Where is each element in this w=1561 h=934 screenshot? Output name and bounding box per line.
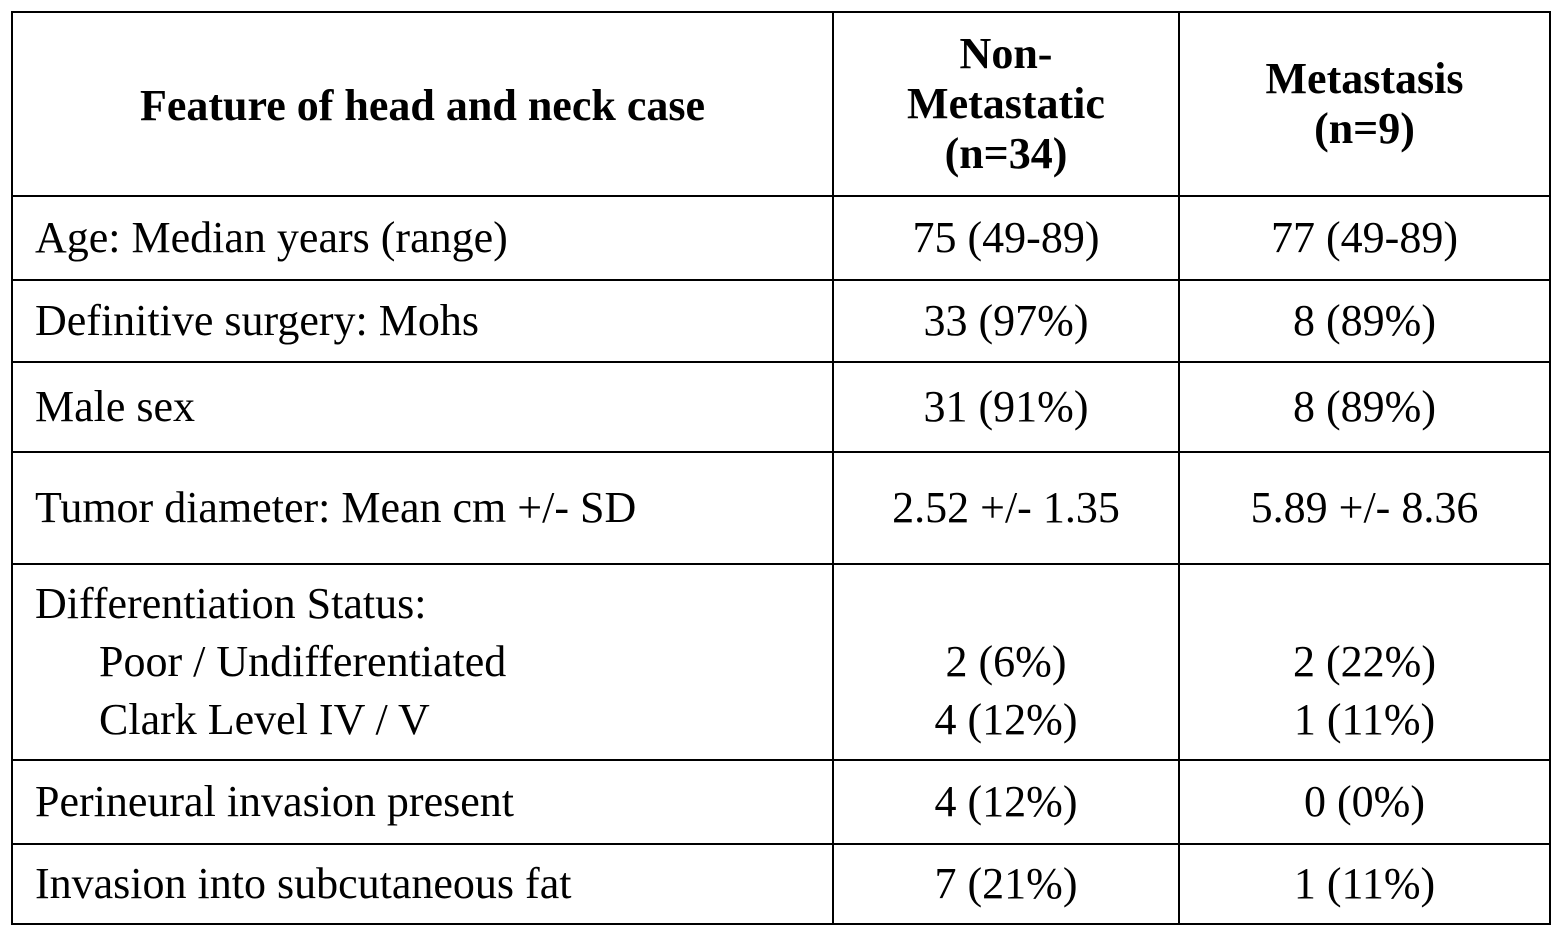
header-non-metastatic-line-1: Non- — [959, 29, 1053, 78]
sub-row-value: 4 (12%) — [934, 695, 1078, 744]
table-row: Age: Median years (range) 75 (49-89) 77 … — [11, 195, 1551, 281]
header-non-metastatic-line-3: (n=34) — [944, 129, 1068, 178]
table-row: Differentiation Status: Poor / Undiffere… — [11, 563, 1551, 761]
non-metastatic-value: 7 (21%) — [832, 843, 1180, 925]
metastasis-value: 8 (89%) — [1178, 279, 1551, 363]
table-row: Male sex 31 (91%) 8 (89%) — [11, 361, 1551, 453]
table-row: Definitive surgery: Mohs 33 (97%) 8 (89%… — [11, 279, 1551, 363]
sub-row-value: 2 (6%) — [945, 637, 1067, 686]
metastasis-value: 77 (49-89) — [1178, 195, 1551, 281]
non-metastatic-value: 2 (6%) 4 (12%) — [832, 563, 1180, 761]
sub-row-value: 1 (11%) — [1293, 695, 1436, 744]
row-label: Perineural invasion present — [11, 759, 834, 845]
metastasis-value: 2 (22%) 1 (11%) — [1178, 563, 1551, 761]
row-label: Differentiation Status: Poor / Undiffere… — [11, 563, 834, 761]
non-metastatic-value: 33 (97%) — [832, 279, 1180, 363]
table-row: Perineural invasion present 4 (12%) 0 (0… — [11, 759, 1551, 845]
row-label: Invasion into subcutaneous fat — [11, 843, 834, 925]
non-metastatic-value: 75 (49-89) — [832, 195, 1180, 281]
header-non-metastatic-line-2: Metastatic — [907, 79, 1105, 128]
non-metastatic-value: 2.52 +/- 1.35 — [832, 451, 1180, 565]
header-metastasis-line-1: Metastasis — [1265, 54, 1464, 103]
header-metastasis-line-2: (n=9) — [1314, 104, 1415, 153]
header-feature: Feature of head and neck case — [11, 11, 834, 197]
header-non-metastatic: Non- Metastatic (n=34) — [832, 11, 1180, 197]
metastasis-value: 1 (11%) — [1178, 843, 1551, 925]
sub-row-label: Poor / Undifferentiated — [99, 637, 507, 686]
comparison-table: Feature of head and neck case Non- Metas… — [11, 11, 1551, 925]
sub-row-label: Clark Level IV / V — [99, 695, 430, 744]
row-label: Male sex — [11, 361, 834, 453]
metastasis-value: 0 (0%) — [1178, 759, 1551, 845]
row-label: Tumor diameter: Mean cm +/- SD — [11, 451, 834, 565]
non-metastatic-value: 4 (12%) — [832, 759, 1180, 845]
table-row: Tumor diameter: Mean cm +/- SD 2.52 +/- … — [11, 451, 1551, 565]
row-label: Age: Median years (range) — [11, 195, 834, 281]
non-metastatic-value: 31 (91%) — [832, 361, 1180, 453]
header-row: Feature of head and neck case Non- Metas… — [11, 11, 1551, 197]
metastasis-value: 5.89 +/- 8.36 — [1178, 451, 1551, 565]
sub-row-value: 2 (22%) — [1293, 637, 1436, 686]
group-heading: Differentiation Status: — [35, 579, 427, 628]
table-row: Invasion into subcutaneous fat 7 (21%) 1… — [11, 843, 1551, 925]
header-metastasis: Metastasis (n=9) — [1178, 11, 1551, 197]
metastasis-value: 8 (89%) — [1178, 361, 1551, 453]
row-label: Definitive surgery: Mohs — [11, 279, 834, 363]
